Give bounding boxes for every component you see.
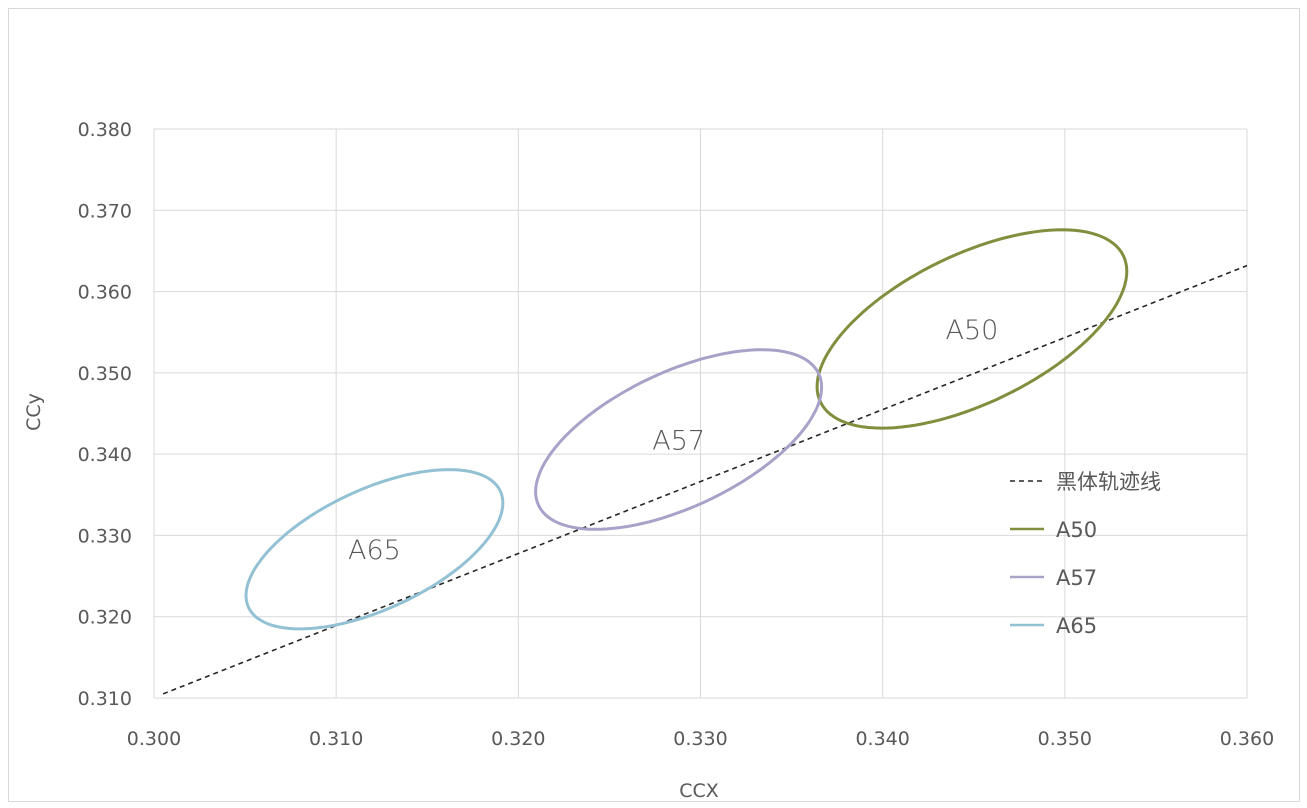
y-axis-title: CCy xyxy=(23,393,45,431)
tick-labels: 0.300 0.310 0.320 0.330 0.340 0.350 0.360 0.310… xyxy=(78,119,1275,750)
y-tick-label: 0.330 xyxy=(78,525,132,547)
x-tick-label: 0.330 xyxy=(673,728,727,750)
grid-layer xyxy=(153,128,1248,699)
ellipse-a50 xyxy=(815,228,1129,430)
y-tick-label: 0.360 xyxy=(78,282,132,304)
ellipse-label-a57: A57 xyxy=(652,426,705,457)
legend-entry: 黑体轨迹线 xyxy=(1056,470,1161,494)
legend-entry: A50 xyxy=(1056,518,1097,542)
series-layer xyxy=(162,228,1248,695)
legend-entry: A65 xyxy=(1056,614,1097,638)
ellipse-label-a65: A65 xyxy=(348,535,401,566)
x-axis-title: CCX xyxy=(679,780,719,802)
y-tick-label: 0.380 xyxy=(78,119,132,141)
x-tick-label: 0.310 xyxy=(309,728,363,750)
x-tick-label: 0.340 xyxy=(855,728,909,750)
ellipse-a65 xyxy=(244,468,505,631)
legend: 黑体轨迹线 A50 A57 A65 xyxy=(1010,470,1161,638)
y-tick-label: 0.310 xyxy=(78,688,132,710)
x-tick-label: 0.350 xyxy=(1038,728,1092,750)
ellipse-a57 xyxy=(534,348,824,531)
y-tick-label: 0.370 xyxy=(78,200,132,222)
y-tick-label: 0.350 xyxy=(78,363,132,385)
ellipse-labels: A50 A57 A65 xyxy=(348,315,998,566)
y-tick-label: 0.340 xyxy=(78,444,132,466)
y-tick-label: 0.320 xyxy=(78,607,132,629)
legend-entry: A57 xyxy=(1056,566,1097,590)
x-tick-label: 0.320 xyxy=(491,728,545,750)
x-tick-label: 0.300 xyxy=(127,728,181,750)
ellipse-label-a50: A50 xyxy=(946,315,999,346)
x-tick-label: 0.360 xyxy=(1220,728,1274,750)
